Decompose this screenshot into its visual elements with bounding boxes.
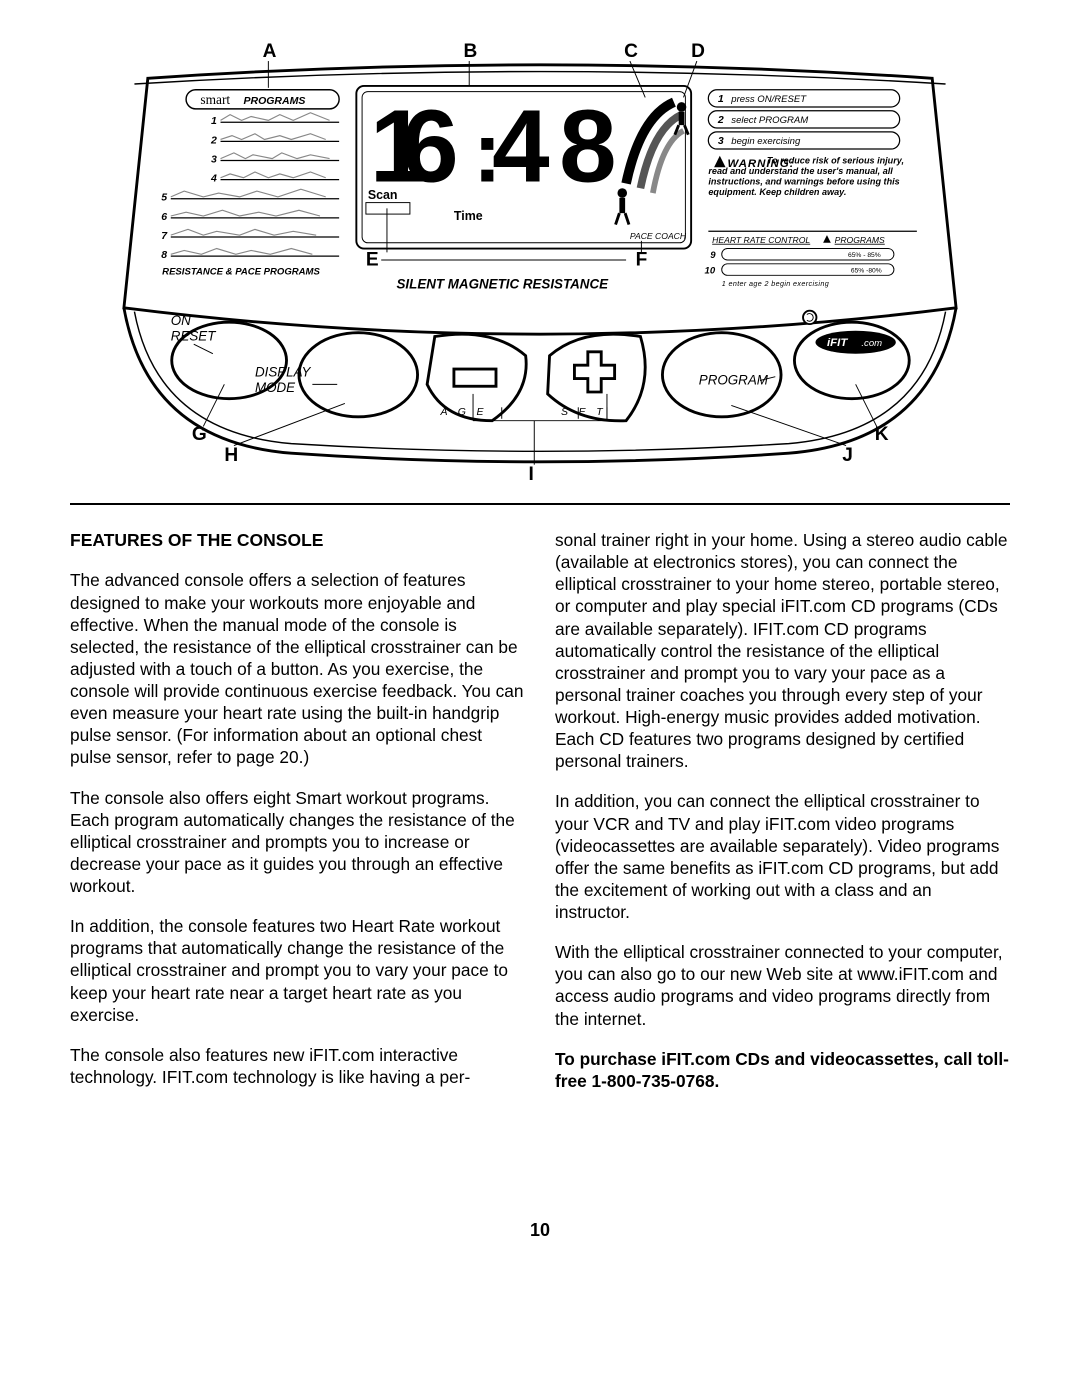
callout-H: H	[224, 445, 238, 466]
svg-text:6: 6	[401, 88, 455, 204]
paragraph: The advanced console offers a selection …	[70, 569, 525, 768]
svg-text:Time: Time	[454, 209, 483, 223]
display-mode-button[interactable]	[299, 333, 418, 417]
svg-text:4: 4	[492, 88, 549, 204]
callout-E: E	[366, 250, 379, 271]
left-column: FEATURES OF THE CONSOLE The advanced con…	[70, 529, 525, 1110]
svg-text:1: 1	[718, 93, 724, 105]
console-svg: A B C D smart PROGRAMS 1 2 3 4 5 6 7 8	[70, 40, 1010, 480]
svg-text:10: 10	[705, 265, 716, 276]
purchase-note: To purchase iFIT.com CDs and videocasset…	[555, 1048, 1010, 1092]
svg-text:PROGRAM: PROGRAM	[699, 372, 769, 387]
paragraph: sonal trainer right in your home. Using …	[555, 529, 1010, 772]
svg-text:2: 2	[210, 134, 217, 146]
body-text: FEATURES OF THE CONSOLE The advanced con…	[70, 529, 1010, 1110]
callout-F: F	[636, 250, 648, 271]
svg-text:1: 1	[211, 115, 217, 127]
smart-programs-panel: smart PROGRAMS 1 2 3 4 5 6 7 8	[161, 90, 339, 278]
paragraph: With the elliptical crosstrainer connect…	[555, 941, 1010, 1030]
callout-C: C	[624, 41, 638, 62]
callout-J: J	[842, 445, 853, 466]
svg-text:65% -80%: 65% -80%	[851, 267, 882, 274]
callout-D: D	[691, 41, 705, 62]
svg-text:iFIT: iFIT	[827, 337, 848, 349]
svg-text:RESISTANCE & PACE PROGRAMS: RESISTANCE & PACE PROGRAMS	[162, 266, 320, 277]
paragraph: The console also features new iFIT.com i…	[70, 1044, 525, 1088]
right-column: sonal trainer right in your home. Using …	[555, 529, 1010, 1110]
page-number: 10	[70, 1220, 1010, 1241]
svg-text:smart: smart	[200, 92, 230, 107]
callout-A: A	[263, 41, 277, 62]
lcd-display: 1 6 : 4 8 Scan Time PACE COACH	[356, 86, 691, 249]
svg-text:PROGRAMS: PROGRAMS	[243, 95, 305, 107]
svg-text:2: 2	[717, 114, 724, 126]
svg-text:1 enter age 2 begin exercis: 1 enter age 2 begin exercising	[722, 280, 829, 288]
callout-K: K	[875, 424, 889, 445]
svg-text:HEART RATE CONTROL: HEART RATE CONTROL	[712, 235, 810, 245]
svg-text:3: 3	[211, 153, 217, 165]
svg-text:.com: .com	[861, 338, 882, 349]
svg-text:8: 8	[161, 249, 167, 261]
svg-text:select PROGRAM: select PROGRAM	[731, 115, 808, 126]
callout-B: B	[463, 41, 477, 62]
svg-text:MODE: MODE	[255, 380, 296, 395]
svg-text:begin exercising: begin exercising	[731, 136, 801, 147]
paragraph: In addition, you can connect the ellipti…	[555, 790, 1010, 923]
svg-text:8: 8	[559, 88, 614, 204]
svg-text:DISPLAY: DISPLAY	[255, 365, 312, 380]
svg-text:RESET: RESET	[171, 328, 216, 343]
svg-text:Scan: Scan	[368, 188, 398, 202]
svg-text:3: 3	[718, 135, 724, 147]
svg-text:SILENT MAGNETIC RESISTANCE: SILENT MAGNETIC RESISTANCE	[397, 277, 610, 292]
instructions-panel: 1 press ON/RESET 2 select PROGRAM 3 begi…	[705, 90, 921, 288]
svg-text:PROGRAMS: PROGRAMS	[835, 235, 885, 245]
svg-text:9: 9	[710, 250, 716, 261]
svg-text:press ON/RESET: press ON/RESET	[730, 94, 807, 105]
svg-text:ON: ON	[171, 313, 191, 328]
console-diagram: A B C D smart PROGRAMS 1 2 3 4 5 6 7 8	[70, 40, 1010, 505]
svg-text:65% - 85%: 65% - 85%	[848, 252, 881, 259]
paragraph: The console also offers eight Smart work…	[70, 787, 525, 898]
paragraph: In addition, the console features two He…	[70, 915, 525, 1026]
section-heading: FEATURES OF THE CONSOLE	[70, 529, 525, 551]
callout-G: G	[192, 424, 207, 445]
svg-text:PACE COACH: PACE COACH	[630, 231, 687, 241]
callout-I: I	[529, 464, 534, 480]
svg-text:A G E: A G E	[440, 406, 488, 418]
svg-text:S E T: S E T	[561, 406, 606, 418]
svg-text:4: 4	[210, 173, 217, 185]
svg-text:6: 6	[161, 211, 167, 223]
svg-text:5: 5	[161, 192, 167, 204]
svg-text:7: 7	[161, 230, 168, 242]
